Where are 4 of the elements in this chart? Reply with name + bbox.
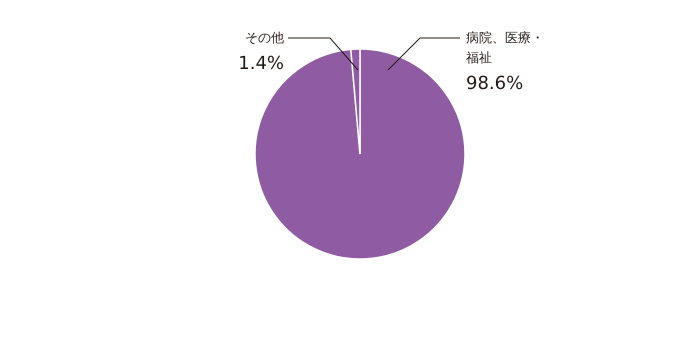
data-label: 98.6% — [466, 73, 524, 94]
slice-label: その他 — [245, 31, 284, 46]
data-label: 1.4% — [238, 53, 284, 74]
slice-label: 病院、医療・福祉 — [466, 31, 544, 66]
